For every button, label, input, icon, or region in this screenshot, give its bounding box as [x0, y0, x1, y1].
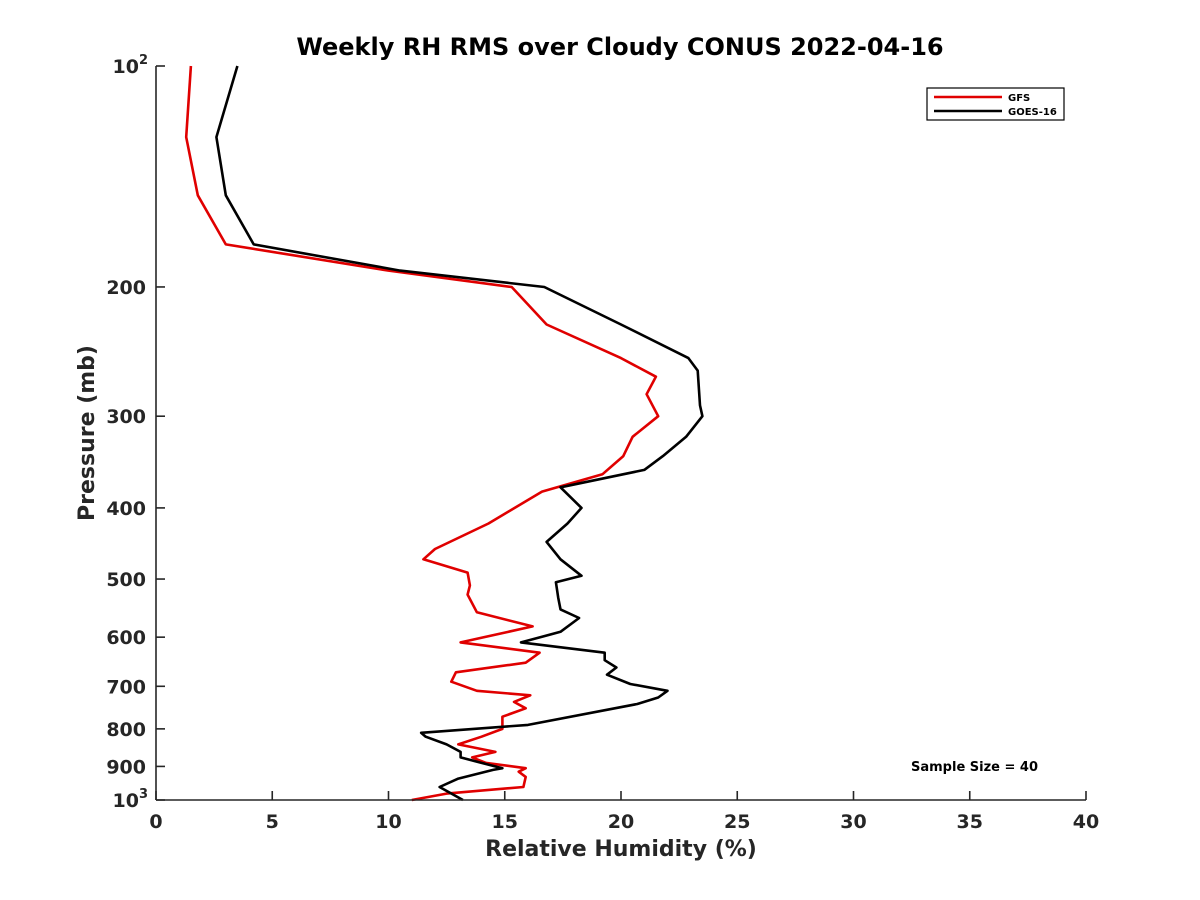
y-tick-label: 102 [113, 53, 149, 78]
x-tick-label: 5 [266, 811, 279, 833]
series-line-goes16 [215, 65, 704, 802]
sample-size-annotation: Sample Size = 40 [911, 760, 1038, 775]
y-tick-label: 800 [106, 719, 146, 741]
x-tick-label: 35 [957, 811, 983, 833]
y-tick-label: 500 [106, 569, 146, 591]
x-tick-label: 0 [149, 811, 162, 833]
y-tick-label: 700 [106, 676, 146, 698]
legend-label-goes16: GOES-16 [1008, 107, 1057, 118]
x-tick-label: 30 [840, 811, 866, 833]
series-line-gfs [184, 65, 660, 802]
x-ticks: 0 5 10 15 20 25 30 35 40 [149, 791, 1099, 833]
y-tick-label: 300 [106, 406, 146, 428]
legend-box [926, 87, 1065, 121]
legend-label-gfs: GFS [1008, 93, 1030, 104]
y-tick-label: 200 [106, 277, 146, 299]
x-tick-label: 15 [492, 811, 518, 833]
x-tick-label: 40 [1073, 811, 1099, 833]
y-ticks: 102 200 300 400 500 600 700 800 900 103 [106, 53, 165, 812]
y-tick-label: 600 [106, 627, 146, 649]
chart-title: Weekly RH RMS over Cloudy CONUS 2022-04-… [296, 33, 943, 61]
plot-lines [184, 65, 704, 802]
legend: GFS GOES-16 [926, 87, 1065, 121]
y-axis-label: Pressure (mb) [75, 345, 100, 521]
y-tick-label: 400 [106, 498, 146, 520]
x-axis-label: Relative Humidity (%) [485, 837, 757, 862]
y-tick-label: 103 [113, 787, 149, 812]
y-tick-label: 900 [106, 756, 146, 778]
x-tick-label: 20 [608, 811, 634, 833]
x-tick-label: 10 [375, 811, 401, 833]
x-tick-label: 25 [724, 811, 750, 833]
